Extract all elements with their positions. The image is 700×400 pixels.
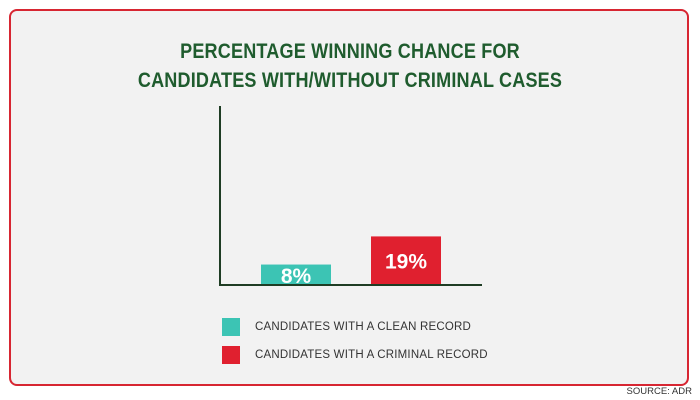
legend-label-criminal: CANDIDATES WITH A CRIMINAL RECORD xyxy=(255,349,488,361)
chart-card xyxy=(9,9,689,386)
bar-value-label-1: 19% xyxy=(385,251,427,274)
legend-swatch-clean xyxy=(222,318,240,336)
legend-item-clean: CANDIDATES WITH A CLEAN RECORD xyxy=(222,318,471,336)
bar-value-label-0: 8% xyxy=(281,265,312,288)
bar-1 xyxy=(371,236,441,285)
chart-title-line-1: PERCENTAGE WINNING CHANCE FOR xyxy=(180,40,520,63)
chart-title-line-2: CANDIDATES WITH/WITHOUT CRIMINAL CASES xyxy=(137,69,563,92)
legend-swatch-criminal xyxy=(222,346,240,364)
source-note: SOURCE: ADR xyxy=(622,386,694,397)
legend-label-clean: CANDIDATES WITH A CLEAN RECORD xyxy=(255,321,472,333)
legend-item-criminal: CANDIDATES WITH A CRIMINAL RECORD xyxy=(222,346,488,364)
bar-0 xyxy=(261,264,331,285)
